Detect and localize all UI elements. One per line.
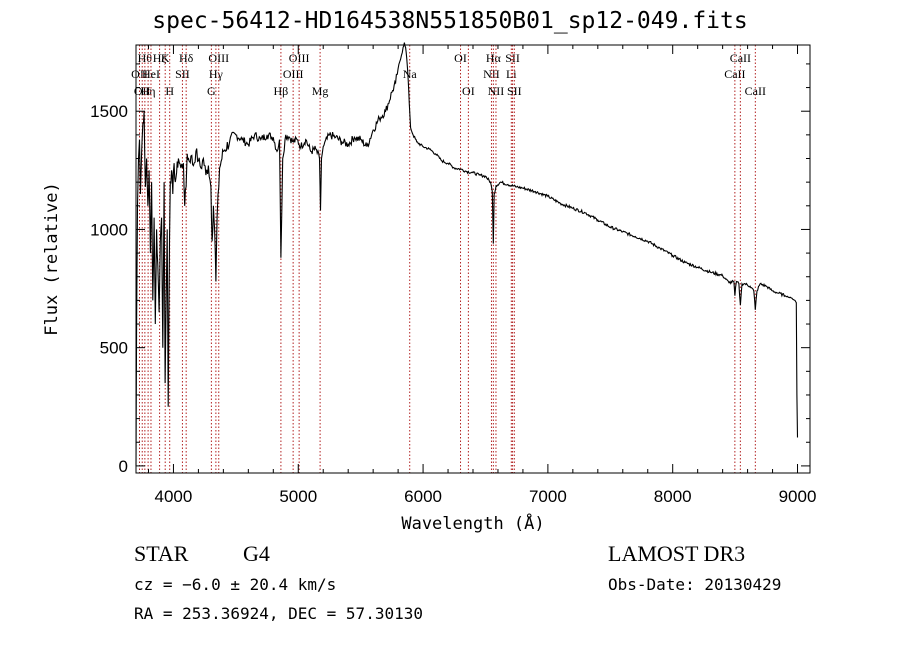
- marker-label-oiii: OIII: [283, 67, 304, 81]
- marker-label-hη: Hη: [141, 84, 156, 98]
- marker-label-sii: SII: [507, 84, 522, 98]
- axis-ticks: 4000 5000 6000 7000 8000 9000 0 500 1000 1500: [90, 45, 816, 506]
- obs-date: Obs-Date: 20130429: [608, 575, 782, 594]
- x-tick-label: 4000: [155, 487, 193, 506]
- object-class: STAR: [134, 541, 189, 566]
- marker-label-oiii: OIII: [208, 51, 229, 65]
- object-subclass: G4: [243, 541, 270, 566]
- plot-area-border: [135, 44, 811, 474]
- marker-label-oiii: OIII: [289, 51, 310, 65]
- marker-label-oi: OI: [454, 51, 467, 65]
- marker-label-sii: SII: [175, 67, 190, 81]
- marker-label-caii: CaII: [730, 51, 751, 65]
- y-tick-label: 0: [119, 457, 128, 476]
- marker-label-hα: Hα: [486, 51, 502, 65]
- marker-label-oi: OI: [462, 84, 475, 98]
- plot-frame: [135, 44, 811, 474]
- marker-label-hβ: Hβ: [274, 84, 289, 98]
- marker-label-na: Na: [403, 67, 418, 81]
- x-tick-label: 5000: [279, 487, 317, 506]
- y-axis-label: Flux (relative): [42, 182, 62, 336]
- marker-label-k: K: [161, 51, 170, 65]
- marker-label-hζ: Hζ: [153, 51, 167, 65]
- marker-label-nii: NII: [488, 84, 505, 98]
- survey-name: LAMOST DR3: [608, 541, 746, 566]
- y-tick-label: 500: [100, 339, 128, 358]
- marker-label-hδ: Hδ: [179, 51, 194, 65]
- x-axis-label: Wavelength (Å): [401, 512, 544, 534]
- marker-label-sii: SII: [505, 51, 520, 65]
- marker-label-caii: CaII: [724, 67, 745, 81]
- marker-label-caii: CaII: [745, 84, 766, 98]
- flux-series: [135, 42, 799, 466]
- y-tick-label: 1500: [90, 102, 128, 121]
- coordinates: RA = 253.36924, DEC = 57.30130: [134, 604, 423, 623]
- x-tick-label: 9000: [779, 487, 817, 506]
- marker-label-mg: Mg: [312, 84, 329, 98]
- marker-label-hγ: Hγ: [209, 67, 224, 81]
- x-tick-label: 6000: [404, 487, 442, 506]
- y-tick-label: 1000: [90, 220, 128, 239]
- marker-label-nii: NII: [483, 67, 500, 81]
- redshift-cz: cz = −6.0 ± 20.4 km/s: [134, 575, 337, 594]
- axis-labels: Wavelength (Å) Flux (relative): [42, 182, 545, 534]
- x-tick-label: 8000: [654, 487, 692, 506]
- marker-label-li: Li: [506, 67, 517, 81]
- marker-label-g: G: [207, 84, 216, 98]
- marker-label-h: H: [165, 84, 174, 98]
- marker-label-hθ: Hθ: [138, 51, 153, 65]
- spectral-line-markers: OIIOIIHθHηHeIHζKHSIIHδGHγOIIIHβOIIIOIIIM…: [131, 45, 766, 473]
- chart-title: spec-56412-HD164538N551850B01_sp12-049.f…: [152, 8, 748, 34]
- x-tick-label: 7000: [529, 487, 567, 506]
- flux-line: [135, 42, 799, 466]
- marker-label-oii: OII: [131, 67, 148, 81]
- marker-label-hei: HeI: [142, 67, 160, 81]
